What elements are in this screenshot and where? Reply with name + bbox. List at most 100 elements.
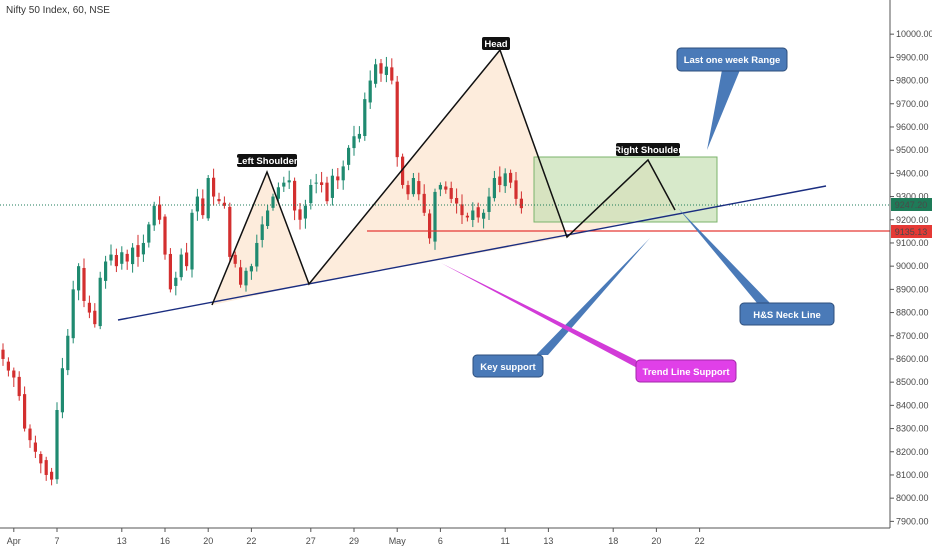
y-tick-label: 10000.00 (896, 29, 932, 39)
candlestick-series (1, 56, 523, 486)
y-tick-label: 8700.00 (896, 331, 929, 341)
candle-body (136, 245, 140, 257)
candle-body (487, 196, 491, 212)
x-tick-label: 18 (608, 536, 618, 546)
candle-body (260, 224, 264, 240)
head-label: Head (482, 37, 510, 50)
candle-body (185, 252, 189, 267)
candle-body (395, 81, 399, 158)
x-tick-label: Apr (7, 536, 21, 546)
neck-line-callout: H&S Neck Line (739, 302, 835, 326)
candle-body (239, 267, 243, 285)
week-range-callout: Last one week Range (676, 47, 788, 72)
right-shoulder-label: Right Shoulder (614, 143, 682, 156)
y-tick-label: 8500.00 (896, 377, 929, 387)
candle-body (131, 247, 135, 265)
price-axis[interactable]: 7900.00 8000.00 8100.00 8200.00 8300.00 8400.… (890, 29, 932, 526)
candle-body (233, 254, 237, 264)
svg-text:H&S Neck Line: H&S Neck Line (753, 310, 821, 321)
y-tick-label: 9900.00 (896, 52, 929, 62)
candle-body (60, 368, 64, 413)
candle-body (212, 177, 216, 197)
candle-body (325, 182, 329, 202)
plot-area[interactable] (0, 0, 890, 528)
candle-body (455, 197, 459, 204)
candle-body (401, 156, 405, 185)
candle-body (309, 184, 313, 204)
candle-body (282, 182, 286, 187)
candle-body (217, 199, 221, 202)
candle-body (23, 394, 27, 429)
support-price-tag: 9135.13 (891, 225, 932, 238)
y-tick-label: 9300.00 (896, 192, 929, 202)
candle-body (87, 302, 91, 313)
x-tick-label: 27 (306, 536, 316, 546)
y-tick-label: 8800.00 (896, 308, 929, 318)
candle-body (228, 206, 232, 257)
key-support-callout: Key support (472, 354, 544, 378)
candle-body (174, 277, 178, 286)
time-axis[interactable]: Apr 7 13 16 20 22 27 29 May 6 11 13 18 20 22 (7, 528, 705, 546)
candle-body (120, 252, 124, 264)
candle-body (28, 428, 32, 441)
candle-body (368, 80, 372, 103)
candle-body (201, 198, 205, 216)
candle-body (433, 191, 437, 242)
y-tick-label: 9100.00 (896, 238, 929, 248)
x-tick-label: 13 (543, 536, 553, 546)
x-tick-label: 20 (651, 536, 661, 546)
symbol-title: Nifty 50 Index, 60, NSE (6, 5, 110, 16)
candle-body (168, 253, 172, 290)
y-tick-label: 9000.00 (896, 261, 929, 271)
candle-body (444, 186, 448, 190)
candle-body (357, 133, 361, 139)
candle-body (384, 66, 388, 75)
candle-body (330, 175, 334, 198)
week-range-pointer (707, 70, 740, 150)
x-tick-label: 11 (501, 536, 510, 546)
week-range-box (533, 156, 718, 223)
candle-body (287, 180, 291, 183)
candle-body (39, 454, 43, 464)
x-tick-label: 22 (246, 536, 256, 546)
candle-body (482, 212, 486, 219)
x-tick-label: 16 (160, 536, 170, 546)
candle-body (66, 335, 70, 371)
candle-body (460, 204, 464, 216)
candle-body (449, 187, 453, 199)
x-tick-label: 29 (349, 536, 359, 546)
candle-body (374, 64, 378, 84)
svg-text:Key support: Key support (480, 362, 536, 373)
candle-body (406, 185, 410, 195)
svg-text:Right Shoulder: Right Shoulder (614, 145, 682, 156)
trend-line-pointer (441, 263, 641, 370)
y-tick-label: 8000.00 (896, 493, 929, 503)
y-tick-label: 9400.00 (896, 168, 929, 178)
candle-body (195, 196, 199, 212)
candle-body (271, 196, 275, 208)
candle-body (1, 349, 5, 359)
y-tick-label: 9200.00 (896, 215, 929, 225)
candle-body (411, 178, 415, 195)
candle-body (438, 184, 442, 190)
head-fill (309, 50, 567, 284)
candle-body (93, 310, 97, 325)
candle-body (158, 204, 162, 220)
candle-body (336, 176, 340, 181)
candle-body (71, 289, 75, 339)
candle-body (33, 442, 37, 452)
candle-body (492, 178, 496, 199)
svg-text:Trend Line Support: Trend Line Support (642, 367, 730, 378)
candle-body (104, 261, 108, 281)
candle-body (347, 147, 351, 165)
candle-body (82, 267, 86, 301)
y-tick-label: 9800.00 (896, 76, 929, 86)
candle-body (6, 361, 10, 371)
candle-body (293, 180, 297, 211)
candle-body (422, 193, 426, 213)
candle-body (141, 242, 145, 255)
candle-body (509, 172, 513, 183)
y-tick-label: 7900.00 (896, 516, 929, 526)
svg-text:Head: Head (484, 39, 507, 50)
